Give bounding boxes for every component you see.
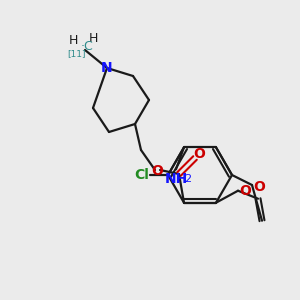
Text: ·C: ·C xyxy=(81,40,93,52)
Text: H: H xyxy=(68,34,78,46)
Text: [11]: [11] xyxy=(68,50,86,58)
Text: Cl: Cl xyxy=(135,168,149,182)
Text: O: O xyxy=(253,180,265,194)
Text: O: O xyxy=(151,164,163,178)
Text: NH: NH xyxy=(164,172,188,186)
Text: O: O xyxy=(193,147,205,161)
Text: N: N xyxy=(101,61,113,75)
Text: O: O xyxy=(239,184,251,198)
Text: 2: 2 xyxy=(184,174,192,184)
Text: H: H xyxy=(88,32,98,44)
